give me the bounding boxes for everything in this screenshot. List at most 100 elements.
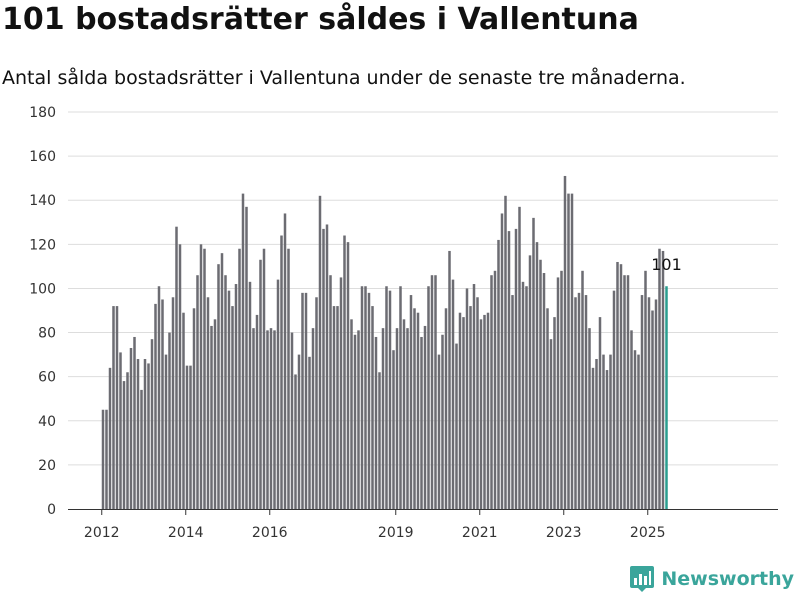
bar [339, 277, 343, 509]
bar [392, 350, 395, 509]
x-tick-label: 2023 [546, 525, 582, 541]
bar [388, 290, 392, 509]
bar [360, 286, 364, 509]
bar [640, 295, 644, 509]
bar [532, 217, 535, 509]
bar [385, 286, 388, 509]
bar [217, 264, 220, 509]
bar [595, 359, 598, 509]
bar [588, 328, 591, 509]
bar [395, 328, 399, 509]
bar [224, 275, 227, 509]
bar [430, 275, 434, 509]
bar [409, 295, 413, 509]
y-tick-label: 20 [38, 458, 56, 474]
bar [420, 336, 423, 509]
bar [479, 319, 483, 509]
bar [248, 281, 252, 509]
x-tick-label: 2012 [84, 525, 120, 541]
bar [325, 224, 329, 510]
bar [245, 206, 248, 509]
bar [437, 354, 441, 509]
bar [343, 235, 346, 509]
bar [276, 279, 280, 509]
bar [591, 367, 595, 509]
bar [297, 354, 301, 509]
bar [283, 213, 287, 509]
bar [497, 239, 500, 510]
bar [269, 328, 273, 509]
bar [381, 328, 385, 509]
bar [602, 354, 605, 509]
bar [220, 253, 224, 509]
bar [273, 330, 276, 509]
bar [185, 365, 189, 509]
bar [535, 242, 539, 509]
bar [504, 195, 507, 509]
bar [476, 297, 479, 509]
bar [399, 286, 402, 509]
bar [367, 292, 371, 509]
bar [539, 259, 542, 509]
bar [364, 286, 367, 509]
bar [161, 299, 164, 509]
bar [308, 356, 311, 509]
bar [570, 193, 574, 510]
bar [556, 277, 560, 509]
bar [483, 314, 486, 509]
bar [448, 250, 451, 509]
bar [633, 350, 637, 509]
bar [255, 314, 259, 509]
y-tick-label: 60 [38, 370, 56, 386]
bar [115, 306, 119, 509]
bar [563, 175, 567, 509]
bar [416, 312, 420, 509]
bar [577, 292, 581, 509]
grid-lines [68, 111, 778, 466]
bar [105, 409, 108, 509]
bar [581, 270, 584, 509]
bar [301, 292, 304, 509]
bar [598, 317, 602, 509]
bar [444, 308, 448, 509]
y-tick-label: 180 [29, 105, 56, 121]
y-tick-label: 140 [29, 193, 56, 209]
x-tick-label: 2025 [630, 525, 666, 541]
bar [119, 352, 122, 509]
bar [434, 275, 437, 509]
bar [619, 264, 623, 509]
bar [336, 306, 339, 509]
bar [371, 306, 374, 509]
bar [304, 292, 308, 509]
bar-chart: 0 20 40 60 80 100 120 140 160 180 2012 2014 2016 2019… [29, 105, 778, 541]
bar [136, 359, 140, 509]
bar [112, 306, 115, 509]
bar [427, 286, 430, 509]
bar [542, 273, 546, 509]
bar [511, 295, 514, 509]
x-tick-label: 2019 [378, 525, 414, 541]
bar [574, 297, 577, 509]
brand-logo: Newsworthy [629, 564, 794, 594]
chart-subtitle: Antal sålda bostadsrätter i Vallentuna u… [2, 67, 686, 89]
bar [406, 328, 409, 509]
bar [441, 334, 444, 509]
x-tick-label: 2016 [252, 525, 288, 541]
bar [154, 303, 157, 509]
bar [280, 235, 283, 509]
bar [252, 328, 255, 509]
bar [315, 297, 318, 509]
bar [210, 325, 213, 509]
y-tick-label: 40 [38, 414, 56, 430]
bar [423, 325, 427, 509]
bar [332, 306, 336, 509]
bar [143, 359, 147, 509]
bar [192, 308, 196, 509]
bar [458, 312, 462, 509]
bar [182, 312, 185, 509]
bar [413, 308, 416, 509]
bar [101, 409, 105, 509]
bar [126, 372, 129, 509]
bar [623, 275, 626, 509]
bar [171, 297, 175, 509]
